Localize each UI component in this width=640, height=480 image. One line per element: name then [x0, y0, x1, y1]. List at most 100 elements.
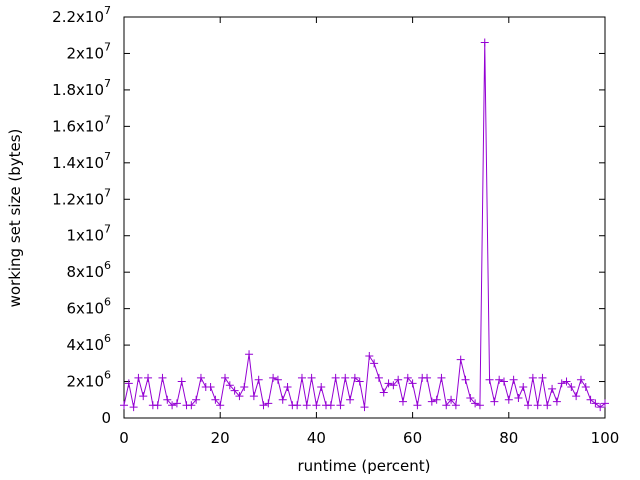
x-tick-label: 40 [307, 429, 326, 447]
y-tick-label: 1.4x107 [52, 150, 111, 172]
y-tick-label: 1.6x107 [52, 113, 111, 135]
point-marker [456, 355, 465, 364]
x-tick-label: 20 [211, 429, 230, 447]
y-tick-label-base: 4x10 [66, 336, 104, 354]
point-marker [437, 373, 446, 382]
point-marker [576, 375, 585, 384]
point-marker [307, 373, 316, 382]
point-marker [562, 377, 571, 386]
point-marker [413, 401, 422, 410]
point-marker [591, 399, 600, 408]
y-tick-label-exponent: 6 [104, 296, 111, 309]
point-marker [451, 401, 460, 410]
point-marker [408, 379, 417, 388]
point-marker [187, 401, 196, 410]
point-marker [350, 373, 359, 382]
point-marker [293, 401, 302, 410]
series-line [123, 42, 606, 408]
point-marker [326, 401, 335, 410]
point-marker [158, 373, 167, 382]
point-marker [341, 373, 350, 382]
point-marker [144, 373, 153, 382]
point-marker [461, 375, 470, 384]
point-marker [596, 403, 605, 412]
point-marker [206, 383, 215, 392]
point-marker [163, 395, 172, 404]
y-tick-label: 6x106 [66, 296, 111, 318]
point-marker [601, 399, 609, 408]
point-marker [249, 392, 258, 401]
y-tick-label-exponent: 7 [104, 77, 111, 90]
point-marker [312, 401, 321, 410]
point-marker [331, 373, 340, 382]
point-marker [216, 401, 225, 410]
point-marker [398, 397, 407, 406]
point-marker [384, 379, 393, 388]
y-tick-label: 1x107 [66, 223, 111, 245]
point-marker [504, 395, 513, 404]
point-marker [297, 373, 306, 382]
y-tick-label: 2.2x107 [52, 4, 111, 26]
point-marker [586, 395, 595, 404]
y-tick-label: 2x107 [66, 40, 111, 62]
y-tick-label-exponent: 7 [104, 186, 111, 199]
point-marker [447, 395, 456, 404]
point-marker [192, 395, 201, 404]
point-marker [370, 359, 379, 368]
point-marker [221, 373, 230, 382]
point-marker [379, 388, 388, 397]
point-marker [196, 373, 205, 382]
point-marker [427, 397, 436, 406]
point-marker [538, 373, 547, 382]
y-tick-label-base: 1.6x10 [52, 117, 104, 135]
point-marker [499, 377, 508, 386]
point-marker [519, 383, 528, 392]
point-marker [528, 373, 537, 382]
y-tick-label-base: 2.2x10 [52, 8, 104, 26]
y-tick-label-base: 2x10 [66, 373, 104, 391]
point-marker [168, 401, 177, 410]
point-marker [432, 395, 441, 404]
point-marker [389, 381, 398, 390]
point-marker [153, 401, 162, 410]
point-marker [466, 393, 475, 402]
point-marker [240, 383, 249, 392]
point-marker [230, 386, 239, 395]
point-marker [245, 350, 254, 359]
point-marker [423, 373, 432, 382]
y-tick-label: 1.8x107 [52, 77, 111, 99]
point-marker [509, 375, 518, 384]
point-marker [259, 401, 268, 410]
point-marker [225, 381, 234, 390]
y-tick-label-exponent: 6 [104, 259, 111, 272]
point-marker [567, 383, 576, 392]
point-marker [394, 375, 403, 384]
point-marker [254, 375, 263, 384]
point-marker [365, 352, 374, 361]
x-axis-label: runtime (percent) [298, 457, 431, 475]
y-tick-label-base: 1x10 [66, 227, 104, 245]
point-marker [360, 403, 369, 412]
point-marker [581, 383, 590, 392]
point-marker [480, 38, 489, 47]
point-marker [278, 395, 287, 404]
x-tick-label: 100 [591, 429, 620, 447]
point-marker [374, 373, 383, 382]
y-tick-label-base: 1.2x10 [52, 190, 104, 208]
point-marker [269, 373, 278, 382]
y-tick-label-base: 6x10 [66, 300, 104, 318]
point-marker [124, 379, 133, 388]
point-marker [471, 399, 480, 408]
point-marker [495, 375, 504, 384]
point-marker [533, 401, 542, 410]
y-tick-label: 0 [101, 409, 111, 427]
point-marker [543, 401, 552, 410]
point-marker [264, 399, 273, 408]
point-marker [403, 373, 412, 382]
point-marker [302, 401, 311, 410]
point-marker [273, 375, 282, 384]
y-tick-label: 1.2x107 [52, 186, 111, 208]
point-marker [346, 395, 355, 404]
point-marker [139, 392, 148, 401]
y-axis-label: working set size (bytes) [6, 129, 24, 308]
